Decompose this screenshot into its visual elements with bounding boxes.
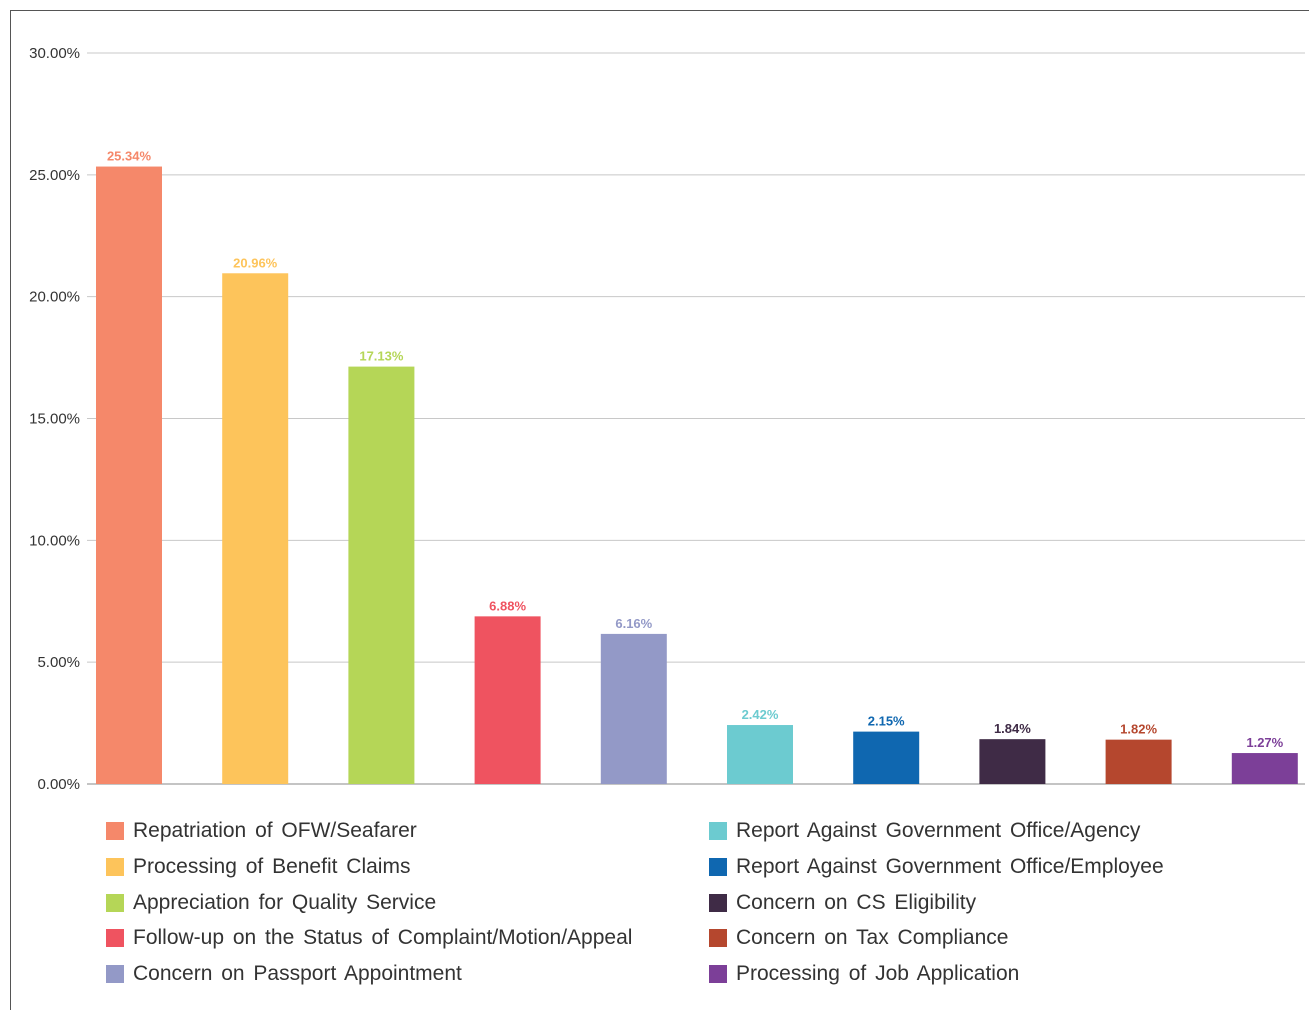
data-label: 1.27%: [1246, 735, 1283, 750]
data-label: 2.42%: [742, 707, 779, 722]
bar: [1231, 753, 1298, 784]
bar-chart: 0.00% 5.00% 10.00% 15.00% 20.00% 25.00% 30.00%…: [29, 45, 1305, 793]
legend-label: Concern on Passport Appointment: [133, 962, 462, 986]
data-label: 25.34%: [107, 149, 152, 164]
legend-item: Processing of Job Application: [709, 959, 1019, 989]
bar: [979, 739, 1046, 784]
y-tick-label: 5.00%: [37, 654, 80, 671]
bar: [1105, 739, 1172, 784]
bar: [96, 166, 162, 785]
bar: [600, 633, 667, 784]
legend-item: Appreciation for Quality Service: [106, 888, 436, 918]
legend-swatch: [709, 929, 727, 948]
legend-label: Report Against Government Office/Employe…: [736, 854, 1164, 878]
y-tick-label: 20.00%: [29, 289, 80, 306]
legend-swatch: [709, 965, 727, 984]
y-axis-tick-labels: 0.00% 5.00% 10.00% 15.00% 20.00% 25.00% 30.00%: [29, 45, 80, 793]
legend-swatch: [106, 965, 124, 984]
data-label: 20.96%: [233, 255, 278, 270]
data-label: 2.15%: [868, 714, 905, 729]
legend-label: Appreciation for Quality Service: [133, 890, 437, 914]
bar: [727, 725, 793, 784]
chart-frame: [10, 10, 1309, 1010]
legend-label: Follow-up on the Status of Complaint/Mot…: [133, 926, 633, 950]
data-label: 6.88%: [489, 598, 526, 613]
legend-swatch: [106, 929, 124, 948]
bar: [474, 616, 541, 784]
data-label: 1.84%: [994, 721, 1031, 736]
bar: [222, 273, 289, 784]
legend-label: Concern on CS Eligibility: [736, 890, 977, 914]
legend-swatch: [106, 857, 124, 876]
data-label: 6.16%: [615, 616, 652, 631]
legend-label: Processing of Benefit Claims: [133, 854, 411, 878]
y-tick-label: 15.00%: [29, 411, 80, 428]
legend-swatch: [709, 822, 727, 840]
legend-item: Concern on Tax Compliance: [709, 923, 1008, 953]
gridlines: [87, 52, 1305, 785]
legend-label: Report Against Government Office/Agency: [736, 819, 1141, 842]
legend-swatch: [709, 857, 727, 876]
legend-label: Repatriation of OFW/Seafarer: [133, 819, 417, 842]
data-label: 1.82%: [1120, 722, 1157, 737]
legend-item: Repatriation of OFW/Seafarer: [106, 816, 417, 846]
bars: [96, 166, 1298, 785]
legend-item: Follow-up on the Status of Complaint/Mot…: [106, 923, 632, 953]
legend-item: Processing of Benefit Claims: [106, 852, 410, 882]
bar: [348, 366, 415, 784]
y-tick-label: 10.00%: [29, 532, 80, 549]
legend-item: Concern on Passport Appointment: [106, 959, 462, 989]
legend-swatch: [709, 893, 727, 912]
legend-label: Processing of Job Application: [736, 962, 1020, 986]
bar: [853, 731, 920, 784]
legend-swatch: [106, 893, 124, 912]
data-label: 17.13%: [359, 349, 404, 364]
y-tick-label: 0.00%: [37, 776, 80, 793]
legend-item: Concern on CS Eligibility: [709, 888, 976, 918]
y-tick-label: 25.00%: [29, 167, 80, 184]
legend-item: Report Against Government Office/Agency: [709, 816, 1140, 846]
legend-item: Report Against Government Office/Employe…: [709, 852, 1164, 882]
data-labels: 25.34% 20.96% 17.13% 6.88% 6.16% 2.42% 2.15% 1.…: [107, 149, 1284, 751]
y-tick-label: 30.00%: [29, 45, 80, 62]
legend-swatch: [106, 822, 124, 840]
legend-label: Concern on Tax Compliance: [736, 926, 1009, 950]
